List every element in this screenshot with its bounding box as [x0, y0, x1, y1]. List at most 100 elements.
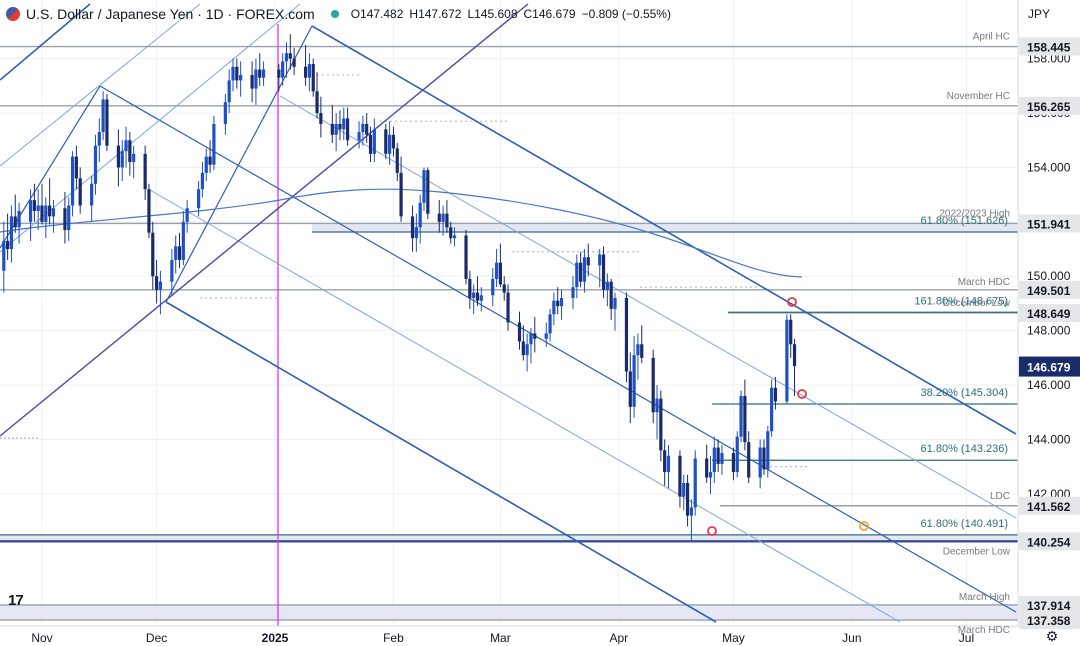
- candle-body: [410, 216, 415, 239]
- ohlc-change: −0.809 (−0.55%): [581, 7, 671, 21]
- candle-body: [766, 431, 770, 470]
- candle-body: [357, 132, 361, 141]
- candle-body: [521, 341, 525, 356]
- level-price-tag: [1019, 37, 1080, 56]
- candle-body: [368, 134, 373, 154]
- candle-body: [579, 262, 583, 282]
- candle-body: [659, 398, 663, 451]
- candle-body: [601, 254, 606, 290]
- ohlc-close: C146.679: [523, 7, 576, 21]
- horizontal-levels: [0, 45, 1018, 621]
- candle-body: [44, 205, 48, 222]
- candle-body: [292, 58, 296, 67]
- level-label: March HDC: [958, 277, 1010, 288]
- candle-body: [28, 200, 33, 222]
- candle-body: [773, 387, 778, 402]
- candle-body: [261, 69, 266, 78]
- usd-jpy-flag-icon: [6, 7, 20, 21]
- x-tick-label: Apr: [609, 631, 628, 645]
- level-zone: [0, 534, 1018, 542]
- candle-body: [204, 156, 208, 173]
- descending-channel-upper: [311, 25, 1017, 435]
- candle-body: [158, 281, 163, 290]
- candle-body: [116, 145, 120, 168]
- candle-body: [785, 319, 789, 402]
- candle-body: [689, 507, 693, 516]
- gear-icon[interactable]: ⚙: [1045, 628, 1059, 644]
- candle-body: [556, 300, 560, 307]
- candle-body: [2, 240, 6, 271]
- candlesticks: [2, 34, 797, 541]
- candle-body: [143, 153, 147, 190]
- candle-body: [277, 69, 281, 78]
- level-price-text: 158.445: [1027, 41, 1071, 55]
- candle-body: [74, 156, 78, 179]
- level-price-tag: [1019, 303, 1080, 322]
- fib-label: 61.80% (143.236): [921, 443, 1008, 455]
- candle-body: [735, 436, 739, 473]
- candle-body: [212, 123, 216, 165]
- candle-body: [132, 153, 136, 162]
- ascending-trendline: [165, 25, 313, 303]
- y-tick-labels: 158.000156.000154.000152.000150.000148.0…: [1027, 52, 1071, 501]
- candle-body: [426, 170, 430, 214]
- fib-label: 61.80% (140.491): [921, 518, 1008, 530]
- candle-body: [124, 140, 128, 152]
- candle-body: [254, 69, 258, 89]
- level-price-text: 137.914: [1027, 599, 1071, 613]
- candle-body: [307, 64, 311, 78]
- x-tick-label: Mar: [490, 631, 511, 645]
- candle-body: [155, 276, 159, 290]
- candle-body: [437, 213, 441, 222]
- ohlc-high: H147.672: [409, 7, 462, 21]
- candle-body: [517, 322, 522, 342]
- candle-body: [762, 447, 766, 470]
- candle-body: [365, 123, 369, 135]
- candle-body: [147, 189, 151, 233]
- current-price-text: 146.679: [1027, 361, 1071, 375]
- x-tick-label: May: [722, 631, 745, 645]
- fib-label: 161.80% (148.675): [914, 295, 1008, 307]
- candle-body: [716, 447, 720, 464]
- candle-body: [235, 66, 239, 81]
- candle-body: [391, 134, 396, 149]
- descending-channel-lower: [165, 301, 717, 623]
- candle-body: [498, 262, 502, 285]
- candle-body: [571, 287, 575, 298]
- candle-body: [666, 455, 671, 473]
- candle-body: [452, 235, 457, 239]
- y-tick-label: 150.000: [1027, 269, 1071, 283]
- candle-body: [384, 129, 388, 154]
- tradingview-logo: 17: [8, 592, 24, 609]
- candle-body: [693, 458, 697, 508]
- level-price-tag: [1019, 496, 1080, 515]
- candle-body: [90, 183, 94, 206]
- candle-body: [502, 284, 506, 293]
- candle-body: [739, 395, 743, 437]
- level-price-tag: [1019, 96, 1080, 115]
- candle-body: [418, 202, 422, 228]
- currency-selector[interactable]: JPY: [1028, 7, 1051, 21]
- candle-body: [342, 118, 346, 130]
- candle-body: [792, 344, 797, 366]
- market-open-dot-icon: [330, 10, 339, 18]
- fib-label: 61.80% (151.626): [921, 215, 1008, 227]
- candle-body: [319, 113, 323, 124]
- level-label: March HDC: [958, 625, 1010, 636]
- x-tick-label: Jun: [842, 631, 861, 645]
- candle-body: [422, 170, 426, 203]
- moving-average-line: [0, 188, 803, 278]
- x-tick-label: Nov: [31, 631, 52, 645]
- candle-body: [227, 80, 231, 103]
- candle-body: [441, 213, 445, 222]
- candle-body: [636, 344, 640, 356]
- candle-body: [475, 292, 480, 301]
- candle-body: [32, 200, 36, 211]
- y-tick-label: 154.000: [1027, 160, 1071, 174]
- x-tick-labels: Nov Dec 2025 Feb Mar Apr May Jun Jul: [31, 631, 974, 645]
- candle-body: [586, 257, 590, 266]
- candle-body: [655, 398, 659, 413]
- candle-body: [48, 205, 52, 217]
- candle-body: [494, 262, 499, 279]
